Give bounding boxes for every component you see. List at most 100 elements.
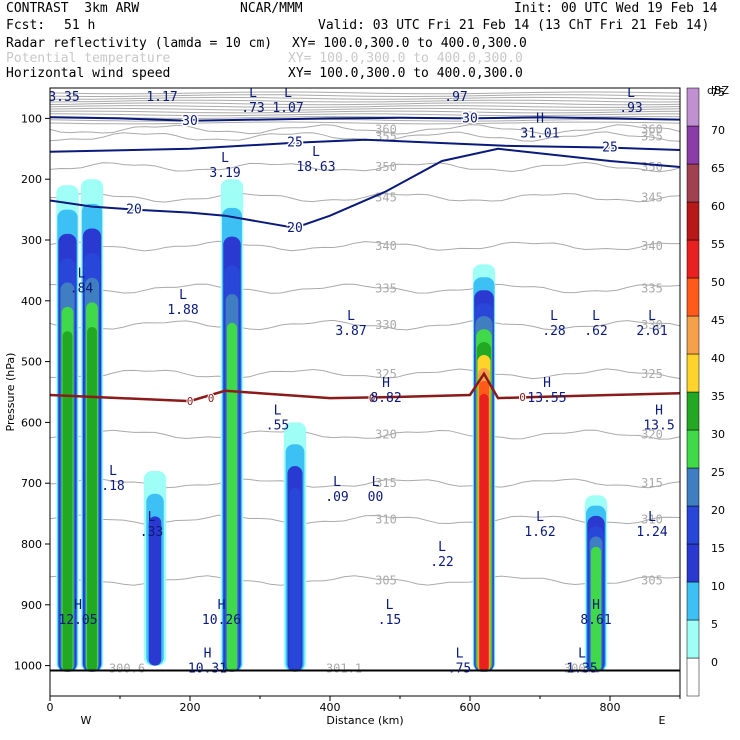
extremum-value: 10.26 [202,613,241,628]
y-tick-label: 300 [21,234,42,247]
extremum-marker: L [158,75,166,90]
header-fcst-label: Fcst: [6,18,46,33]
colorbar-label: 60 [711,200,725,213]
colorbar-swatch [686,87,700,127]
y-tick-label: 900 [21,599,42,612]
colorbar-label: 10 [711,580,725,593]
theta-upper-line [50,113,680,117]
extremum-value: .33 [140,525,163,540]
extremum-marker: L [550,309,558,324]
extremum-value: 2.61 [636,324,667,339]
extremum-value: .09 [325,490,348,505]
x-tick-label: 600 [460,701,481,714]
extremum-marker: H [218,598,226,613]
colorbar-label: 65 [711,162,725,175]
freezing-level-label: 0 [369,392,376,405]
extremum-marker: L [456,647,464,662]
theta-contour [50,161,680,173]
extremum-value: 3.87 [335,324,366,339]
theta-label: 340 [641,239,663,253]
extremum-value: .22 [430,555,453,570]
extremum-value: .84 [70,282,94,297]
extremum-value: 31.01 [520,127,559,142]
y-tick-label: 1000 [14,660,42,673]
colorbar-label: 30 [711,428,725,441]
theta-contour [50,429,680,440]
extremum-marker: L [221,151,229,166]
colorbar-label: 70 [711,124,725,137]
x-tick-label: 0 [47,701,54,714]
reflectivity-band [289,487,301,672]
field-name-theta: Potential temperature [6,51,171,66]
theta-contour [50,192,680,203]
extremum-marker: H [655,403,663,418]
reflectivity-cells [56,179,608,672]
extremum-value: .97 [444,90,467,105]
extremum-marker: L [536,510,544,525]
colorbar-label: 40 [711,352,725,365]
colorbar-swatch [686,239,700,279]
theta-label: 355 [641,130,663,144]
colorbar: 0 5 10 15 20 25 30 35 40 45 50 55 60 65 70 75 [686,86,725,697]
plot-frame [49,87,681,697]
extremum-marker: L [386,598,394,613]
reflectivity-band [87,326,97,672]
theta-upper-line [50,91,680,95]
theta-label: 330 [375,318,397,332]
extremum-value: 12.05 [58,613,97,628]
extremum-value: .55 [266,418,289,433]
theta-label: 360 [375,122,397,136]
extremum-value: 8.61 [580,613,611,628]
header-valid: Valid: 03 UTC Fri 21 Feb 14 (13 ChT Fri … [318,18,710,33]
extremum-marker: L [452,75,460,90]
theta-label: 320 [375,428,397,442]
extremum-marker: H [543,376,551,391]
y-tick-label: 800 [21,538,42,551]
reflectivity-band [479,393,489,672]
extremum-marker: H [536,112,544,127]
extremum-value: 1.88 [167,303,198,318]
extremum-marker: L [60,75,68,90]
extremum-value: 1.17 [146,90,177,105]
theta-label: 325 [641,367,663,381]
extremum-marker: L [648,309,656,324]
y-axis-label: Pressure (hPa) [4,353,17,432]
theta-label: 310 [375,513,397,527]
colorbar-label: 55 [711,238,725,251]
extremum-value: 8.82 [370,391,401,406]
extremum-marker: L [347,309,355,324]
extremum-marker: L [648,510,656,525]
colorbar-swatch [686,277,700,317]
x-tick-label: 800 [600,701,621,714]
colorbar-swatch [686,619,700,659]
colorbar-swatch [686,163,700,203]
extremum-value: 13.5 [643,418,674,433]
extremum-value: .18 [101,479,124,494]
reflectivity-band [590,546,602,672]
extremum-marker: L [148,510,156,525]
theta-label: 315 [641,476,663,490]
extremum-value: 13.55 [527,391,566,406]
header-init: Init: 00 UTC Wed 19 Feb 14 [514,1,718,16]
y-tick-label: 600 [21,416,42,429]
colorbar-label: 35 [711,390,725,403]
freezing-level-line [50,371,680,403]
colorbar-label: 45 [711,314,725,327]
header-center: NCAR/MMM [240,1,303,16]
colorbar-label: 50 [711,276,725,289]
extremum-value: 1.35 [566,662,597,677]
colorbar-label: 0 [711,656,718,669]
theta-label: 335 [375,282,397,296]
header-fcst-value: 51 h [64,18,96,33]
theta-upper-line [50,102,680,106]
extremum-value: 1.24 [636,525,667,540]
wind-contour-line [50,147,680,229]
extremum-value: .93 [619,101,642,116]
wind-contour-label: 20 [287,221,303,236]
theta-label: 325 [375,367,397,381]
extremum-marker: L [312,145,320,160]
theta-label: 305 [641,573,663,587]
theta-label: 340 [375,239,397,253]
colorbar-swatch [686,429,700,469]
field-xy-wind: XY= 100.0,300.0 to 400.0,300.0 [288,66,523,81]
